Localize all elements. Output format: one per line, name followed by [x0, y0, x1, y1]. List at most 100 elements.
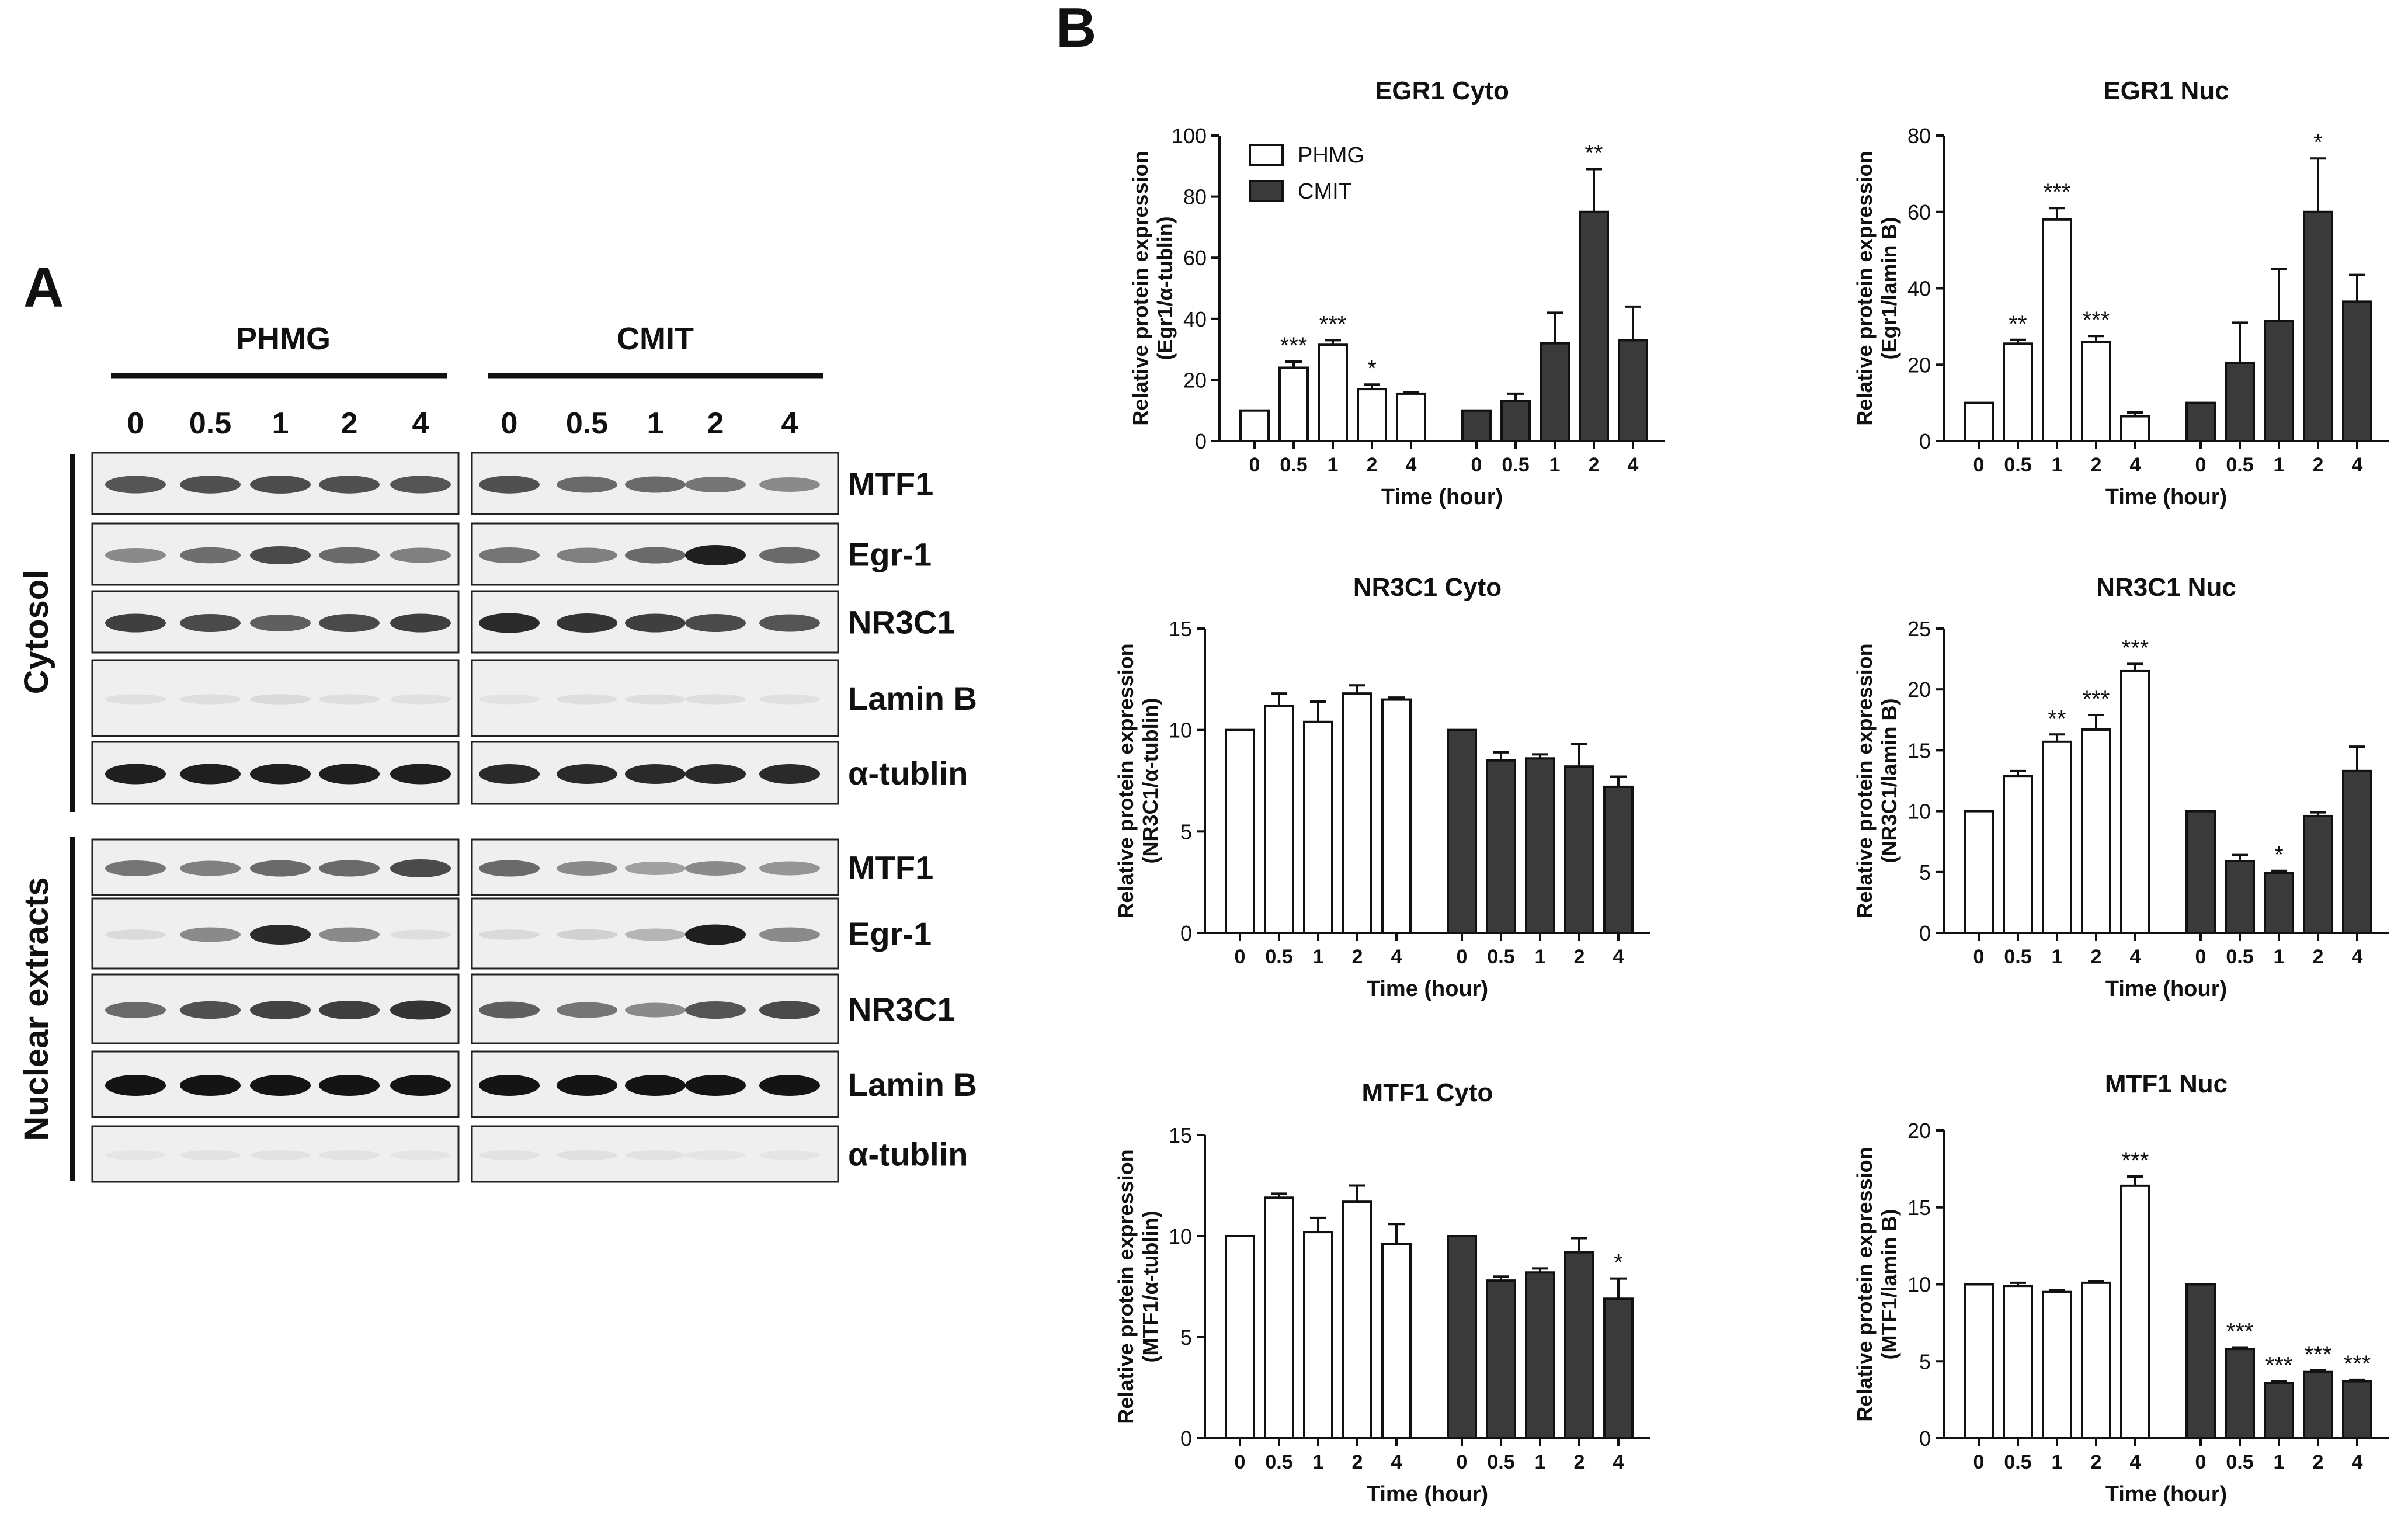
time-label: 2: [707, 407, 724, 440]
bar: [2303, 814, 2333, 935]
x-tick-label: 0: [1457, 946, 1468, 968]
section-label-nuclear: Nuclear extracts: [18, 877, 55, 1140]
x-tick-label: 4: [1613, 1451, 1624, 1473]
x-tick-label: 1: [1535, 946, 1546, 968]
blot-band: [759, 927, 820, 942]
blot-band: [557, 694, 617, 705]
blot-band: [105, 860, 166, 876]
blot-band: [250, 546, 311, 564]
blot-row-label: α-tublin: [848, 755, 968, 792]
chart-title: NR3C1 Nuc: [2096, 573, 2236, 602]
blot-band: [759, 1001, 820, 1019]
y-axis-label: Relative protein expression(Egr1/α-tubli…: [1128, 151, 1177, 425]
blot-band: [319, 1150, 380, 1160]
blot-band: [625, 1075, 686, 1096]
y-tick-label: 15: [1907, 738, 1931, 762]
blot-band: [250, 860, 311, 877]
x-tick-label: 2: [1352, 946, 1363, 968]
blot-band: [105, 694, 166, 705]
bar: [2042, 1290, 2072, 1440]
blot-band: [625, 862, 686, 875]
bar: [2342, 1380, 2372, 1439]
y-tick-label: 0: [1919, 921, 1931, 945]
blot-band: [390, 694, 451, 705]
blot-band: [180, 614, 241, 632]
x-tick-label: 0: [1471, 454, 1482, 476]
blot-band: [250, 1075, 311, 1096]
x-tick-label: 4: [2352, 946, 2363, 968]
blot-band: [557, 1075, 617, 1096]
x-tick-label: 0.5: [2226, 454, 2253, 476]
bar: [1239, 409, 1270, 443]
x-tick-label: 0.5: [1487, 946, 1514, 968]
x-tick-label: 1: [2274, 946, 2285, 968]
blot-band: [390, 1000, 451, 1020]
blot-band: [250, 476, 311, 494]
x-tick-label: 0.5: [2004, 1451, 2031, 1473]
y-tick-label: 80: [1183, 185, 1207, 209]
bar: [1486, 1279, 1516, 1440]
blot-band: [685, 924, 746, 945]
blot-band: [250, 694, 311, 705]
blot-band: [390, 1075, 451, 1096]
x-tick-label: 0: [1457, 1451, 1468, 1473]
x-tick-label: 4: [2130, 946, 2141, 968]
blot-band: [759, 861, 820, 876]
x-tick-label: 4: [2352, 1451, 2363, 1473]
blot-band: [685, 861, 746, 876]
y-tick-label: 5: [1919, 1349, 1931, 1373]
x-tick-label: 1: [1328, 454, 1339, 476]
blot-band: [180, 1075, 241, 1096]
blot-band: [685, 477, 746, 492]
x-tick-label: 2: [1574, 946, 1585, 968]
bar: [1500, 400, 1531, 443]
blot-band: [479, 929, 540, 940]
blot-band: [180, 547, 241, 564]
x-tick-label: 0: [2195, 946, 2207, 968]
bar: [1303, 1231, 1333, 1440]
significance-label: *: [2313, 130, 2323, 155]
time-label: 0.5: [189, 407, 231, 440]
blot-band: [319, 694, 380, 705]
bar: [2120, 415, 2150, 442]
group-label-cmit: CMIT: [617, 321, 694, 356]
section-label-cytosol: Cytosol: [18, 570, 55, 695]
y-tick-label: 100: [1172, 124, 1207, 148]
significance-label: ***: [2122, 635, 2149, 661]
blot-band: [105, 1150, 166, 1160]
blot-row-label: Egr-1: [848, 915, 932, 952]
blot-band: [759, 477, 820, 492]
group-label-phmg: PHMG: [236, 321, 331, 356]
x-axis-label: Time (hour): [2105, 977, 2227, 1001]
y-tick-label: 5: [1919, 860, 1931, 884]
blot-band: [319, 1001, 380, 1019]
legend-swatch: [1249, 180, 1284, 202]
x-tick-label: 4: [2130, 454, 2141, 476]
blot-band: [319, 860, 380, 877]
bar: [2342, 300, 2372, 442]
x-tick-label: 2: [1367, 454, 1378, 476]
bar: [1381, 698, 1412, 934]
y-tick-label: 20: [1183, 368, 1207, 392]
bar: [1357, 388, 1387, 443]
bar: [1342, 1200, 1372, 1439]
x-tick-label: 1: [2274, 1451, 2285, 1473]
bar: [1381, 1243, 1412, 1440]
blot-band: [180, 860, 241, 876]
x-axis-label: Time (hour): [1381, 485, 1503, 509]
blot-band: [250, 925, 311, 945]
significance-label: ***: [2305, 1342, 2332, 1368]
y-tick-label: 60: [1183, 246, 1207, 270]
blot-band: [685, 1075, 746, 1096]
bar: [1525, 1271, 1555, 1440]
significance-label: ***: [2265, 1353, 2293, 1379]
blot-row-label: MTF1: [848, 849, 933, 886]
bar: [2120, 669, 2150, 934]
y-tick-label: 40: [1183, 307, 1207, 331]
y-tick-label: 20: [1907, 353, 1931, 377]
blot-band: [250, 1001, 311, 1019]
